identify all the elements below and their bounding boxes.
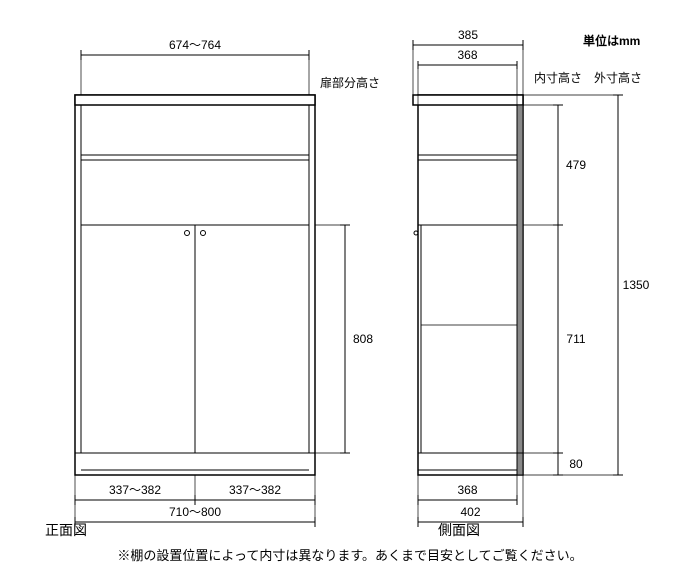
svg-text:402: 402 [460,505,480,519]
svg-text:外寸高さ: 外寸高さ [594,70,642,85]
svg-text:内寸高さ: 内寸高さ [534,70,582,85]
svg-text:479: 479 [566,158,586,172]
svg-text:扉部分高さ: 扉部分高さ [320,75,380,90]
svg-text:1350: 1350 [623,278,650,292]
side-view: 385 368 単位はmm 内寸高さ外寸高さ 479 711 80 1350 368 402 側面図 [413,28,650,538]
svg-text:710～800: 710～800 [169,505,221,519]
svg-text:側面図: 側面図 [438,522,480,538]
svg-text:337～382: 337～382 [109,483,161,497]
svg-text:674～764: 674～764 [169,38,221,52]
svg-text:711: 711 [566,332,585,346]
svg-text:808: 808 [353,332,373,346]
svg-text:※棚の設置位置によって内寸は異なります。あくまで目安としてご: ※棚の設置位置によって内寸は異なります。あくまで目安としてご覧ください。 [117,548,582,563]
svg-text:368: 368 [457,483,477,497]
svg-text:正面図: 正面図 [45,522,87,538]
svg-text:80: 80 [569,457,583,471]
svg-text:385: 385 [458,28,478,42]
front-view: 674～764 扉部分高さ 808 337～382 337～382 710～800 正面図 [45,38,380,538]
technical-drawing: 674～764 扉部分高さ 808 337～382 337～382 710～800 正面図 3… [0,0,700,571]
svg-text:337～382: 337～382 [229,483,281,497]
svg-text:368: 368 [457,48,477,62]
svg-text:単位はmm: 単位はmm [583,33,640,48]
